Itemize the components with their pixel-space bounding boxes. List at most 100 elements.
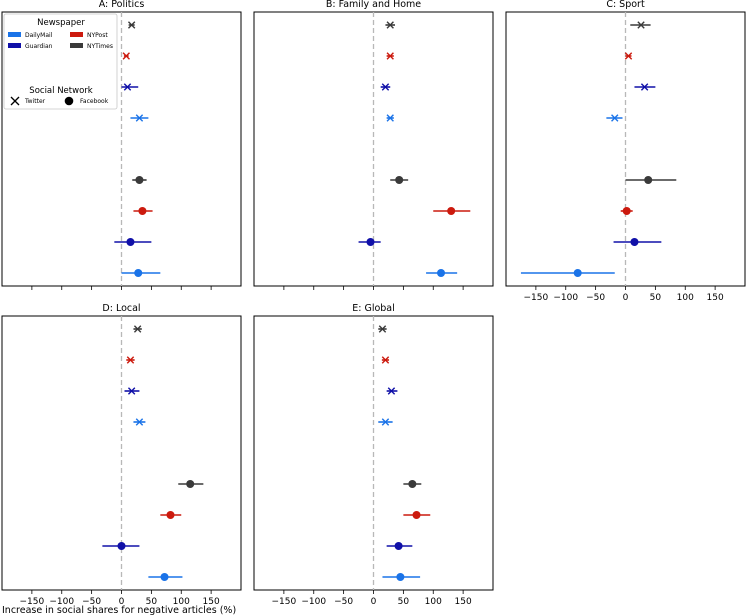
legend: Newspaper DailyMail Guardian NYPost NYTimes S… xyxy=(3,13,118,110)
data-point-nytimes-twitter xyxy=(133,325,142,333)
twitter-marker xyxy=(381,356,390,364)
twitter-marker xyxy=(133,325,142,333)
x-tick-label: −50 xyxy=(334,597,353,607)
data-point-dailymail-twitter xyxy=(130,114,149,122)
x-tick-label: −100 xyxy=(301,597,326,607)
panel-title: C: Sport xyxy=(606,0,645,10)
x-tick-label: 100 xyxy=(677,293,694,303)
twitter-marker xyxy=(624,52,633,60)
data-point-nytimes-twitter xyxy=(378,325,387,333)
data-point-dailymail-twitter xyxy=(386,114,394,122)
legend-newspaper-title: Newspaper xyxy=(37,18,85,28)
facebook-marker xyxy=(437,269,446,277)
legend-network-title: Social Network xyxy=(29,86,92,96)
x-tick-label: 0 xyxy=(119,597,125,607)
legend-label-nytimes: NYTimes xyxy=(87,43,113,50)
legend-twitter-marker xyxy=(10,96,20,106)
facebook-marker xyxy=(135,176,144,184)
facebook-marker xyxy=(396,573,405,581)
data-point-guardian-facebook xyxy=(358,238,381,246)
facebook-marker xyxy=(408,480,417,488)
facebook-marker xyxy=(395,176,404,184)
x-tick-label: 50 xyxy=(146,597,158,607)
data-point-guardian-twitter xyxy=(386,387,398,395)
facebook-marker xyxy=(630,238,639,246)
twitter-marker xyxy=(381,83,390,91)
twitter-marker xyxy=(122,52,130,60)
twitter-marker xyxy=(135,114,144,122)
data-point-dailymail-facebook xyxy=(382,573,421,581)
legend-box xyxy=(3,13,118,110)
panel: C: Sport −150 −100 −50 0 50 100 150 xyxy=(505,0,746,303)
data-point-guardian-facebook xyxy=(114,238,152,246)
data-point-dailymail-facebook xyxy=(520,269,615,277)
legend-swatch-dailymail xyxy=(8,32,21,37)
legend-swatch-nypost xyxy=(70,32,83,37)
data-point-dailymail-twitter xyxy=(378,418,393,426)
twitter-marker xyxy=(381,418,390,426)
data-point-guardian-twitter xyxy=(121,83,139,91)
legend-swatch-guardian xyxy=(8,43,21,48)
facebook-marker xyxy=(160,573,169,581)
data-point-nypost-twitter xyxy=(122,52,130,60)
x-tick-label: 100 xyxy=(425,597,442,607)
twitter-marker xyxy=(387,387,396,395)
legend-label-nypost: NYPost xyxy=(87,32,108,39)
x-tick-label: −150 xyxy=(272,597,297,607)
data-point-guardian-twitter xyxy=(380,83,391,91)
facebook-marker xyxy=(134,269,143,277)
twitter-marker xyxy=(126,356,135,364)
twitter-marker xyxy=(378,325,387,333)
x-tick-label: −100 xyxy=(553,293,578,303)
data-point-nypost-facebook xyxy=(433,207,471,215)
panel-title: B: Family and Home xyxy=(326,0,421,10)
x-tick-label: 0 xyxy=(371,597,377,607)
x-tick-label: −100 xyxy=(49,597,74,607)
data-point-dailymail-twitter xyxy=(133,418,146,426)
data-point-nytimes-facebook xyxy=(132,176,147,184)
data-point-nytimes-facebook xyxy=(390,176,409,184)
x-tick-label: 150 xyxy=(455,597,472,607)
facebook-marker xyxy=(166,511,175,519)
data-point-guardian-twitter xyxy=(634,83,656,91)
figure-xlabel: Increase in social shares for negative a… xyxy=(2,605,236,616)
twitter-marker xyxy=(123,83,132,91)
x-tick-label: 150 xyxy=(707,293,724,303)
data-point-dailymail-twitter xyxy=(606,114,623,122)
data-point-guardian-facebook xyxy=(102,542,140,550)
facebook-marker xyxy=(447,207,456,215)
data-point-dailymail-facebook xyxy=(121,269,161,277)
panel-title: D: Local xyxy=(102,303,140,314)
data-point-nytimes-twitter xyxy=(630,21,651,29)
legend-label-facebook: Facebook xyxy=(80,98,109,105)
legend-label-dailymail: DailyMail xyxy=(25,32,53,39)
twitter-marker xyxy=(611,114,619,122)
twitter-marker xyxy=(640,83,649,91)
x-tick-label: −50 xyxy=(82,597,101,607)
data-point-nytimes-twitter xyxy=(385,21,396,29)
panel: B: Family and Home xyxy=(253,0,494,290)
x-tick-label: 150 xyxy=(203,597,220,607)
data-point-nypost-twitter xyxy=(624,52,633,60)
twitter-marker xyxy=(135,418,144,426)
panel: A: Politics xyxy=(1,0,242,290)
facebook-marker xyxy=(117,542,126,550)
legend-facebook-marker xyxy=(64,96,74,106)
legend-swatch-nytimes xyxy=(70,43,83,48)
x-tick-label: 50 xyxy=(650,293,662,303)
facebook-marker xyxy=(138,207,147,215)
twitter-marker xyxy=(637,21,645,29)
data-point-nypost-twitter xyxy=(126,356,135,364)
twitter-marker xyxy=(386,21,394,29)
data-point-dailymail-facebook xyxy=(148,573,183,581)
x-tick-label: 0 xyxy=(623,293,629,303)
data-point-nytimes-facebook xyxy=(403,480,422,488)
twitter-marker xyxy=(127,387,136,395)
facebook-marker xyxy=(573,269,582,277)
panel-title: A: Politics xyxy=(99,0,145,10)
data-point-nytimes-twitter xyxy=(127,21,136,29)
facebook-marker xyxy=(622,207,631,215)
x-tick-label: 50 xyxy=(398,597,410,607)
facebook-marker xyxy=(394,542,403,550)
facebook-marker xyxy=(644,176,653,184)
